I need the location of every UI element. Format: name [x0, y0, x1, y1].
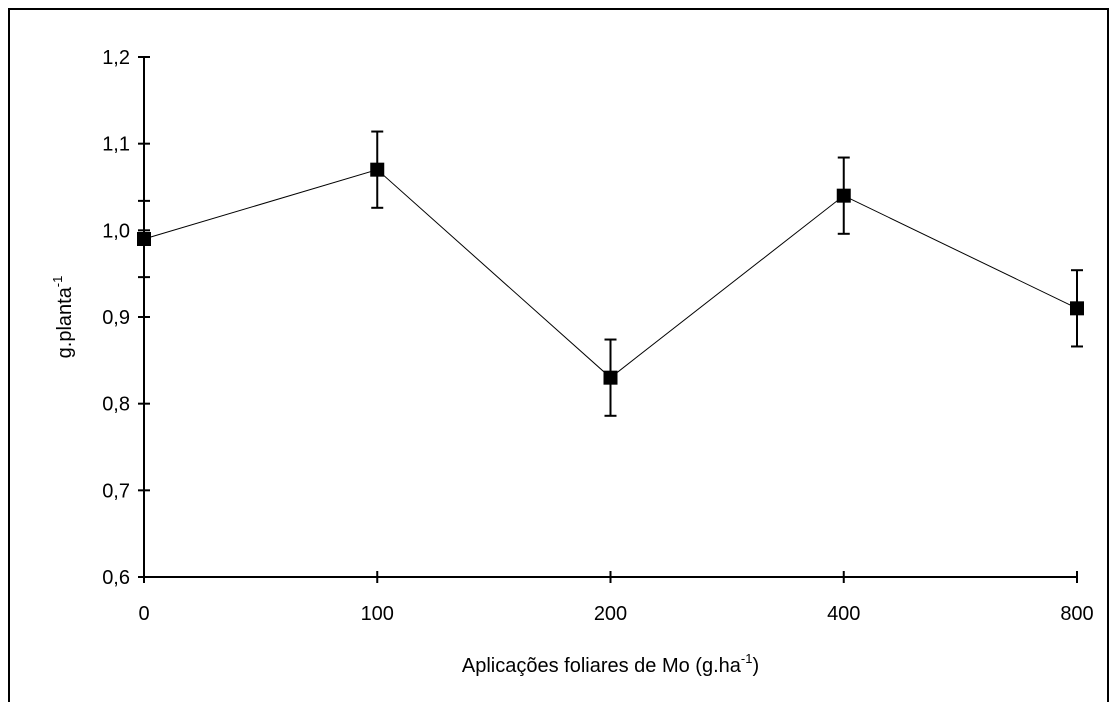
data-point: [836, 188, 851, 203]
y-axis-label: g.planta-1: [50, 276, 76, 359]
y-tick-label: 0,8: [102, 394, 130, 416]
axes: [143, 57, 1077, 578]
x-axis-label: Aplicações foliares de Mo (g.ha-1): [462, 651, 759, 677]
y-tick-label: 0,9: [102, 307, 130, 329]
x-axis-label-sup: -1: [741, 651, 753, 666]
ticks: 0,6 0,7 0,8 0,9 1,0 1,1 1,2 0 100 200 400 800: [102, 47, 1094, 625]
x-tick-label: 400: [827, 603, 860, 625]
y-tick-label: 1,1: [102, 134, 130, 156]
y-tick-label: 1,0: [102, 220, 130, 242]
x-tick-label: 200: [594, 603, 627, 625]
x-axis-label-base: Aplicações foliares de Mo (g.ha: [462, 655, 742, 677]
y-tick-label: 1,2: [102, 47, 130, 69]
data-point: [603, 370, 618, 385]
y-axis-label-base: g.planta: [54, 286, 76, 358]
data-point: [137, 232, 151, 246]
x-tick-label: 100: [361, 603, 394, 625]
markers: [137, 162, 1084, 385]
chart-frame: [8, 8, 1109, 702]
x-axis-label-tail: ): [752, 655, 759, 677]
x-tick-label: 800: [1060, 603, 1093, 625]
data-point: [1070, 301, 1084, 316]
y-axis-label-sup: -1: [50, 276, 65, 288]
y-tick-label: 0,6: [102, 567, 130, 589]
data-point: [370, 162, 385, 177]
x-tick-label: 0: [138, 603, 149, 625]
y-tick-label: 0,7: [102, 480, 130, 502]
